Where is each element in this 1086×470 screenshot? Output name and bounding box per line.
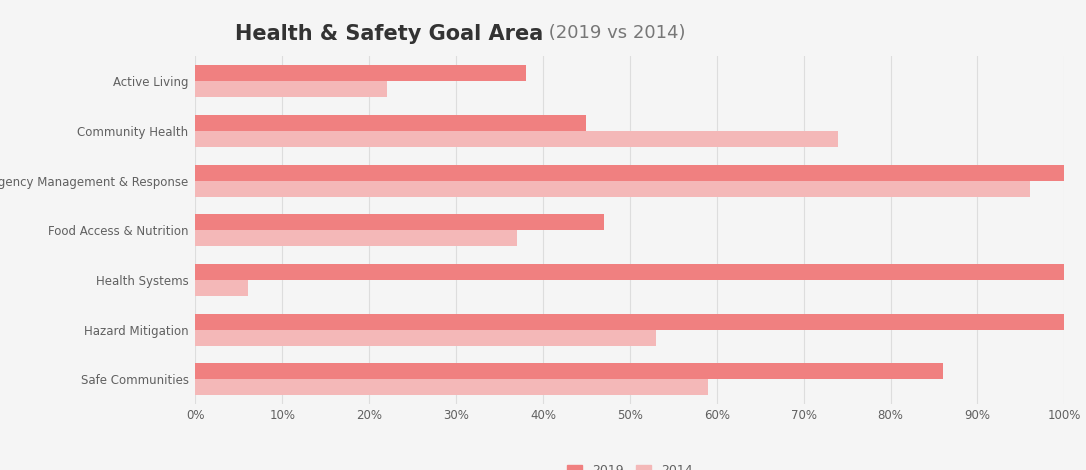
Bar [195,81,387,97]
Bar [195,180,1030,196]
Bar [195,314,1064,329]
Bar [195,65,526,81]
Bar [195,379,708,395]
Bar [195,115,586,131]
Bar [195,264,1064,280]
Bar [195,329,656,345]
Text: Health & Safety Goal Area: Health & Safety Goal Area [235,24,543,44]
Bar [195,230,517,246]
Legend: 2019, 2014: 2019, 2014 [563,459,698,470]
Text: (2019 vs 2014): (2019 vs 2014) [543,24,685,41]
Bar [195,363,943,379]
Bar [195,280,248,296]
Bar [195,214,604,230]
Bar [195,131,838,147]
Bar [195,164,1064,180]
